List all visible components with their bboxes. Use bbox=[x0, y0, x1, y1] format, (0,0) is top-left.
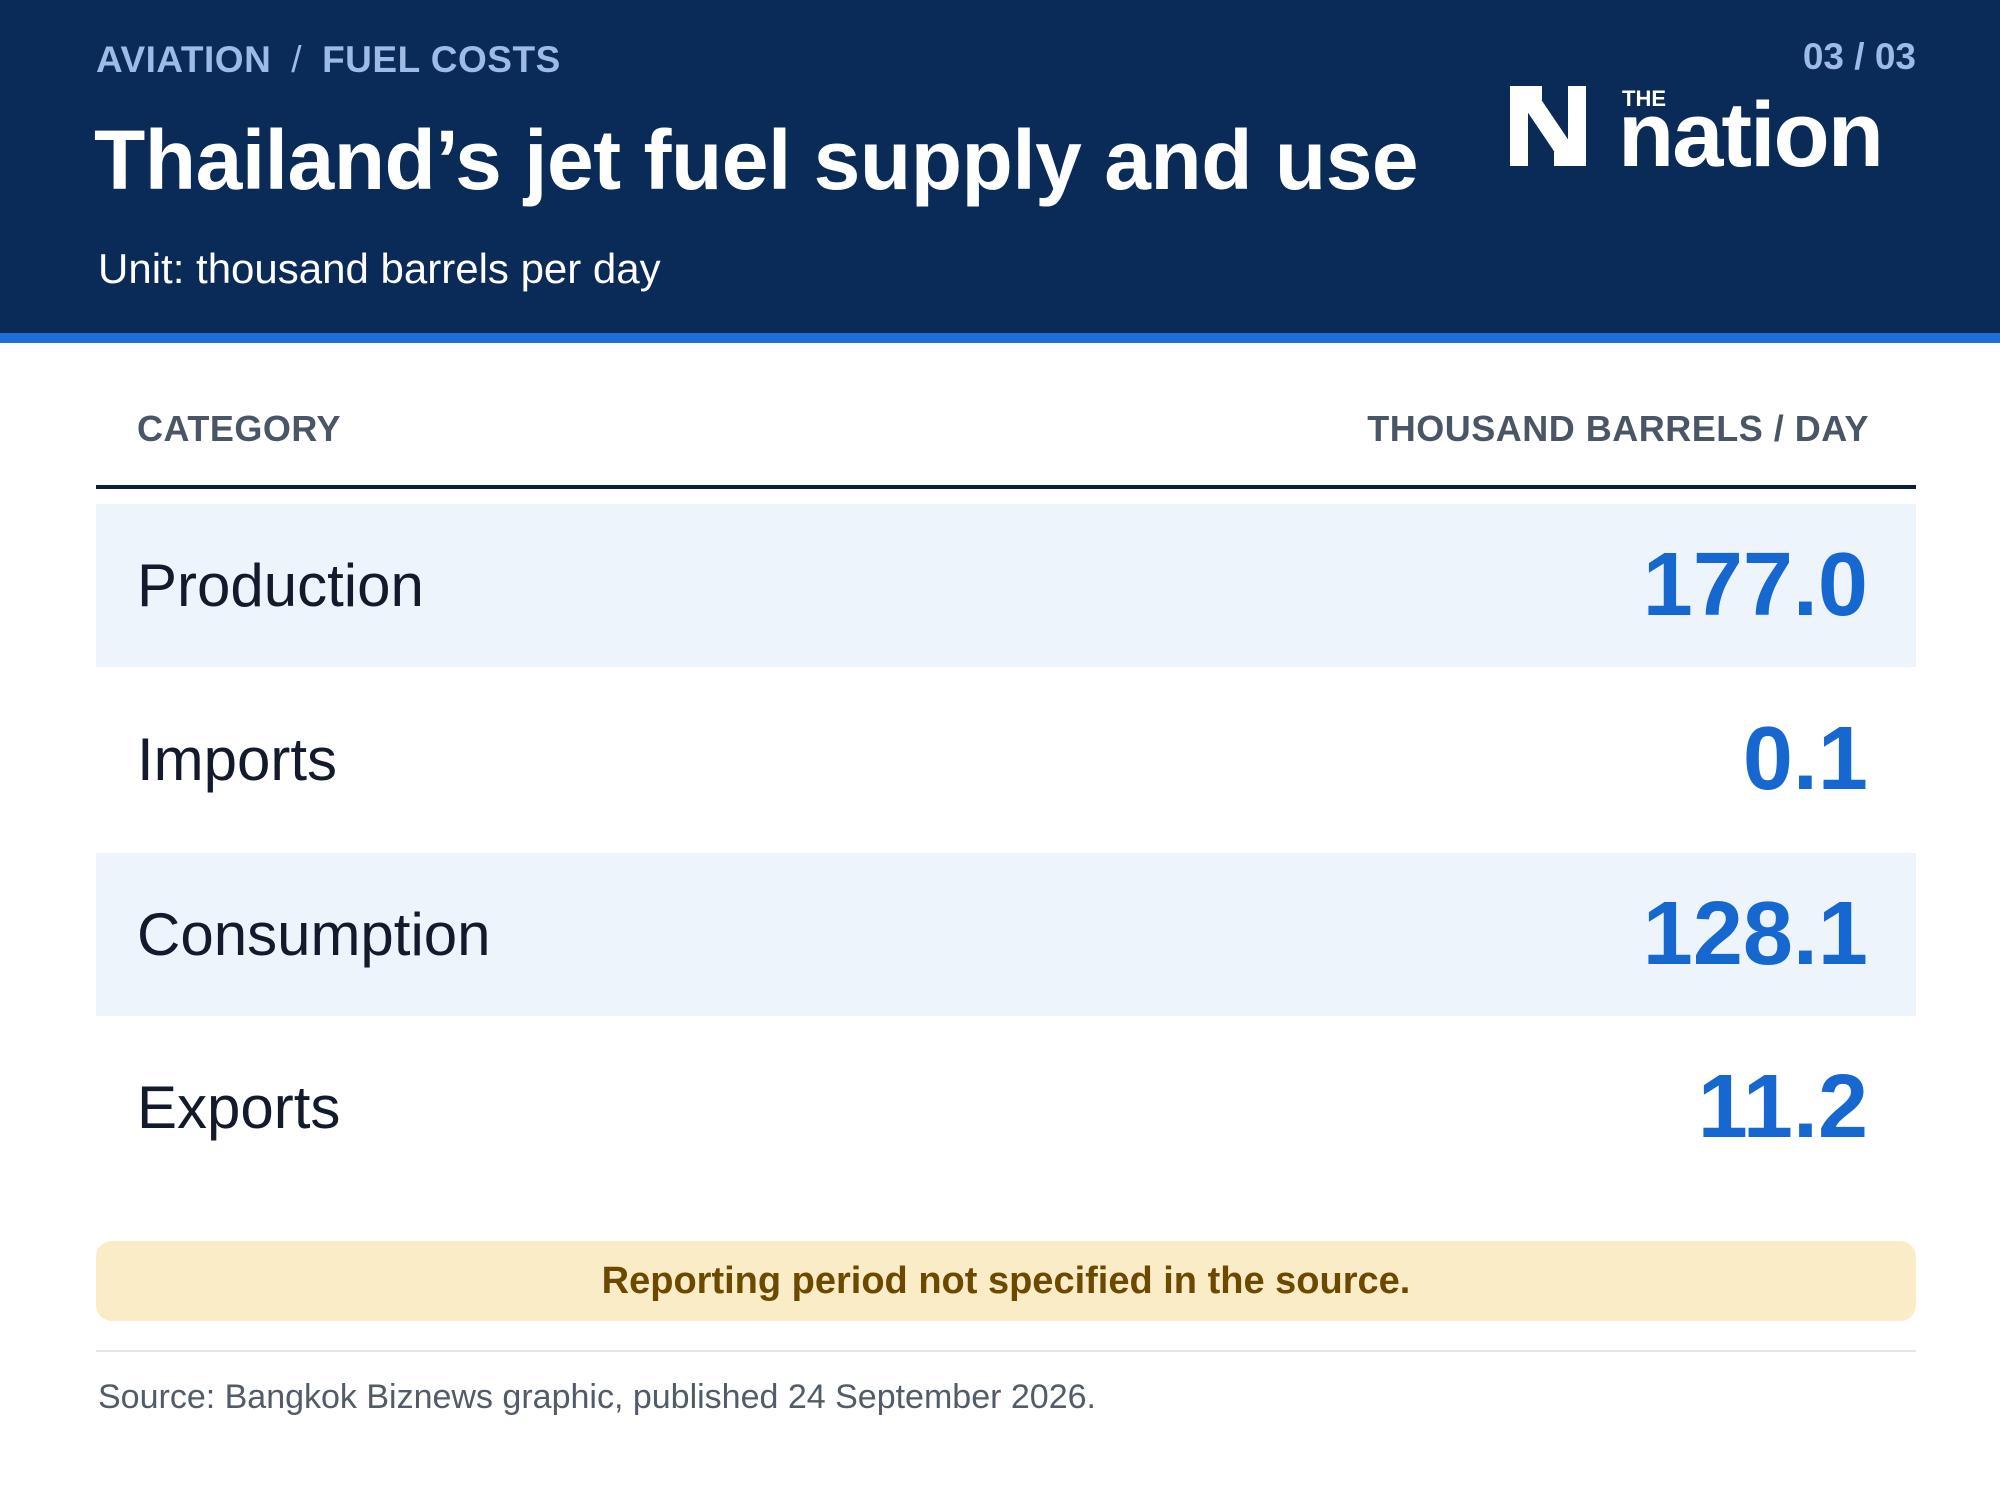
row-label: Imports bbox=[137, 726, 338, 793]
breadcrumb-separator: / bbox=[291, 39, 303, 80]
logo-wordmark-text: nation bbox=[1618, 84, 1882, 180]
unit-subtitle: Unit: thousand barrels per day bbox=[98, 245, 661, 292]
row-value: 0.1 bbox=[1742, 709, 1868, 809]
table-row-imports: Imports 0.1 bbox=[96, 678, 1916, 841]
column-header-category: CATEGORY bbox=[137, 408, 342, 449]
table-row-consumption: Consumption 128.1 bbox=[96, 853, 1916, 1016]
row-value: 11.2 bbox=[1697, 1057, 1868, 1157]
column-header-value: THOUSAND BARRELS / DAY bbox=[1367, 408, 1869, 449]
header-band: AVIATION / FUEL COSTS 03 / 03 Thailand’s… bbox=[0, 0, 2000, 333]
row-value: 128.1 bbox=[1642, 884, 1868, 984]
the-nation-logo: THE nation bbox=[1510, 84, 1884, 180]
breadcrumb-item-fuel-costs: FUEL COSTS bbox=[322, 39, 561, 80]
reporting-period-note: Reporting period not specified in the so… bbox=[96, 1241, 1916, 1321]
nation-n-logo-icon bbox=[1510, 86, 1586, 166]
page-counter: 03 / 03 bbox=[1802, 36, 1916, 77]
footer-divider bbox=[96, 1350, 1916, 1352]
source-credit: Source: Bangkok Biznews graphic, publish… bbox=[98, 1378, 1096, 1416]
table-row-production: Production 177.0 bbox=[96, 504, 1916, 667]
page-title: Thailand’s jet fuel supply and use bbox=[94, 113, 1419, 207]
row-label: Production bbox=[137, 552, 424, 619]
row-label: Exports bbox=[137, 1074, 341, 1141]
table-header-rule bbox=[96, 485, 1916, 489]
note-text: Reporting period not specified in the so… bbox=[601, 1259, 1411, 1302]
logo-the-text: THE bbox=[1622, 86, 1666, 111]
breadcrumb-item-aviation: AVIATION bbox=[96, 39, 272, 80]
breadcrumb: AVIATION / FUEL COSTS bbox=[96, 36, 561, 84]
row-label: Consumption bbox=[137, 901, 491, 968]
row-value: 177.0 bbox=[1642, 535, 1868, 635]
header-accent-stripe bbox=[0, 333, 2000, 343]
table-row-exports: Exports 11.2 bbox=[96, 1026, 1916, 1189]
